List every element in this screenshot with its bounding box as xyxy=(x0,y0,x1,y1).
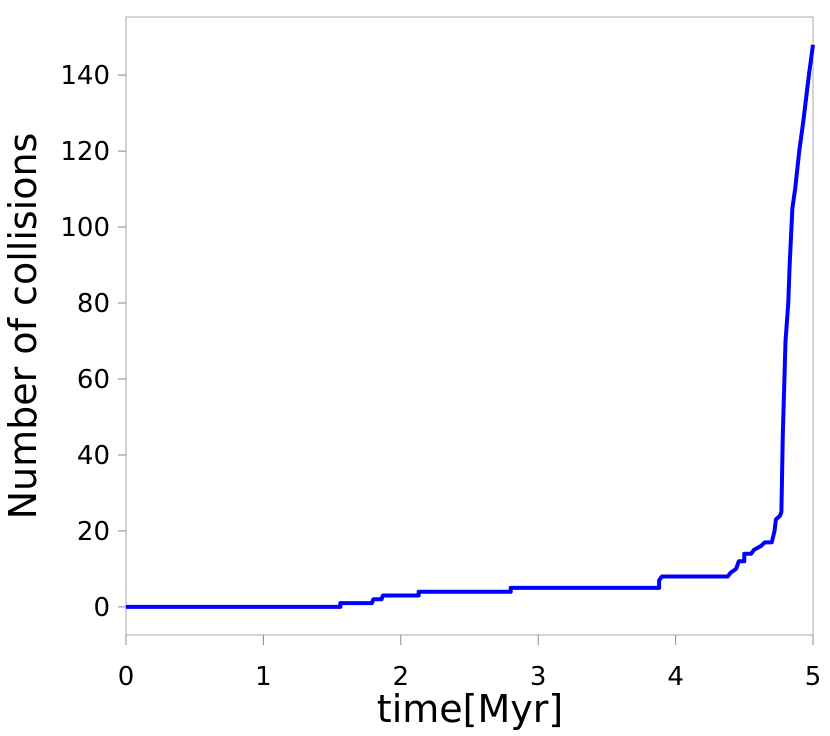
x-axis-label: time[Myr] xyxy=(377,687,563,731)
y-tick-label: 120 xyxy=(60,137,110,167)
x-tick-label: 2 xyxy=(393,662,410,692)
y-axis-label: Number of collisions xyxy=(1,133,45,520)
y-tick-label: 140 xyxy=(60,61,110,91)
x-tick-label: 5 xyxy=(805,662,822,692)
y-tick-label: 20 xyxy=(77,517,110,547)
x-tick-label: 0 xyxy=(118,662,135,692)
y-tick-label: 100 xyxy=(60,213,110,243)
x-tick-label: 1 xyxy=(255,662,272,692)
y-tick-label: 80 xyxy=(77,289,110,319)
data-line xyxy=(126,44,815,609)
plot-frame xyxy=(125,16,814,636)
y-tick-label: 60 xyxy=(77,365,110,395)
y-tick-label: 0 xyxy=(93,593,110,623)
x-tick-label: 3 xyxy=(530,662,547,692)
y-tick-label: 40 xyxy=(77,441,110,471)
x-tick-label: 4 xyxy=(667,662,684,692)
